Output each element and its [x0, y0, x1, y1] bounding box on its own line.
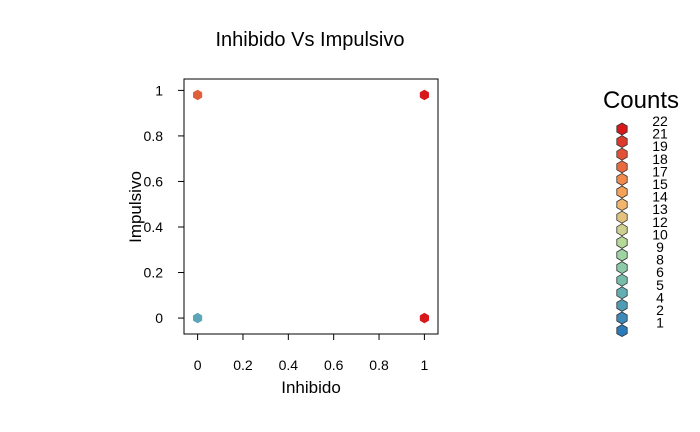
legend-label: 6	[656, 264, 664, 280]
x-tick-label: 0	[194, 357, 202, 373]
hexbin-cell	[193, 312, 203, 324]
legend-swatch	[616, 147, 628, 161]
hexbin-cell	[193, 89, 203, 101]
legend-swatch	[616, 172, 628, 186]
legend-swatch	[616, 324, 628, 338]
legend-label: 21	[652, 126, 668, 142]
hexbin-cell	[419, 89, 429, 101]
legend-label: 18	[652, 151, 668, 167]
legend-swatch	[616, 235, 628, 249]
legend-label: 2	[656, 302, 664, 318]
x-tick-label: 1	[420, 357, 428, 373]
y-axis: 0 0.2 0.4 0.6 0.8 1	[144, 82, 184, 326]
legend-swatch	[616, 135, 628, 149]
legend-label: 1	[656, 315, 664, 331]
legend-label: 13	[652, 201, 668, 217]
legend-label: 9	[656, 239, 664, 255]
hexbin-cell	[419, 312, 429, 324]
legend-swatch	[616, 248, 628, 262]
y-tick-label: 1	[155, 82, 163, 98]
legend-swatch	[616, 223, 628, 237]
x-tick-label: 0.8	[369, 357, 389, 373]
y-tick-label: 0.2	[144, 265, 164, 281]
x-tick-label: 0.2	[233, 357, 253, 373]
x-axis-label: Inhibido	[281, 378, 341, 397]
x-tick-label: 0.4	[279, 357, 299, 373]
legend-swatch	[616, 160, 628, 174]
legend-swatch	[616, 185, 628, 199]
data-points	[193, 89, 429, 324]
legend-label: 15	[652, 176, 668, 192]
legend-label: 8	[656, 252, 664, 268]
legend-swatch	[616, 198, 628, 212]
legend-label: 4	[656, 289, 664, 305]
x-tick-label: 0.6	[324, 357, 344, 373]
y-tick-label: 0.8	[144, 128, 164, 144]
y-tick-label: 0.6	[144, 173, 164, 189]
legend-title: Counts	[603, 87, 679, 114]
legend-swatch	[616, 311, 628, 325]
legend-swatch	[616, 286, 628, 300]
legend-label: 12	[652, 214, 668, 230]
legend-swatch	[616, 210, 628, 224]
chart-title: Inhibido Vs Impulsivo	[216, 29, 405, 51]
legend-label: 10	[652, 226, 668, 242]
legend-label: 14	[652, 189, 668, 205]
legend-label: 5	[656, 277, 664, 293]
legend-swatch	[616, 298, 628, 312]
legend-swatch	[616, 122, 628, 136]
y-tick-label: 0.4	[144, 219, 164, 235]
plot-frame	[183, 78, 439, 335]
y-tick-label: 0	[155, 310, 163, 326]
legend-swatch	[616, 273, 628, 287]
legend-label: 19	[652, 138, 668, 154]
x-axis: 0 0.2 0.4 0.6 0.8 1	[194, 334, 428, 373]
legend-label: 22	[652, 113, 668, 129]
y-axis-label: Impulsivo	[126, 171, 145, 243]
legend-label: 17	[652, 163, 668, 179]
legend-swatch	[616, 261, 628, 275]
